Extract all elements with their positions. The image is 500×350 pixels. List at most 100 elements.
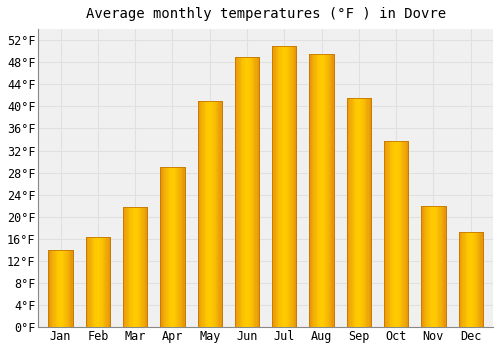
Bar [102, 237, 104, 327]
Bar [328, 54, 329, 327]
Bar [294, 46, 295, 327]
Bar [290, 46, 292, 327]
Bar [358, 98, 359, 327]
Bar [92, 237, 93, 327]
Bar [422, 206, 446, 327]
Bar [350, 98, 352, 327]
Bar [278, 46, 280, 327]
Bar [431, 206, 432, 327]
Bar [86, 237, 110, 327]
Bar [324, 54, 325, 327]
Bar [280, 46, 282, 327]
Bar [282, 46, 283, 327]
Bar [54, 250, 56, 327]
Bar [170, 167, 171, 327]
Bar [146, 207, 148, 327]
Bar [205, 101, 206, 327]
Bar [123, 207, 148, 327]
Bar [169, 167, 170, 327]
Bar [238, 57, 240, 327]
Bar [66, 250, 68, 327]
Bar [292, 46, 293, 327]
Bar [138, 207, 139, 327]
Bar [175, 167, 176, 327]
Bar [62, 250, 63, 327]
Bar [293, 46, 294, 327]
Bar [346, 98, 371, 327]
Bar [384, 141, 408, 327]
Bar [216, 101, 217, 327]
Bar [458, 232, 483, 327]
Bar [134, 207, 135, 327]
Bar [199, 101, 200, 327]
Bar [384, 141, 408, 327]
Bar [398, 141, 400, 327]
Bar [48, 250, 50, 327]
Bar [180, 167, 181, 327]
Bar [390, 141, 392, 327]
Bar [141, 207, 142, 327]
Bar [388, 141, 389, 327]
Bar [283, 46, 284, 327]
Bar [51, 250, 52, 327]
Bar [400, 141, 401, 327]
Bar [353, 98, 354, 327]
Bar [314, 54, 316, 327]
Bar [139, 207, 140, 327]
Bar [425, 206, 426, 327]
Bar [252, 57, 253, 327]
Bar [220, 101, 222, 327]
Bar [254, 57, 256, 327]
Bar [289, 46, 290, 327]
Bar [310, 54, 334, 327]
Bar [164, 167, 165, 327]
Bar [235, 57, 236, 327]
Bar [295, 46, 296, 327]
Bar [171, 167, 172, 327]
Bar [136, 207, 138, 327]
Bar [235, 57, 259, 327]
Bar [482, 232, 483, 327]
Bar [94, 237, 96, 327]
Bar [312, 54, 313, 327]
Bar [356, 98, 358, 327]
Bar [68, 250, 69, 327]
Bar [98, 237, 99, 327]
Bar [272, 46, 296, 327]
Bar [208, 101, 210, 327]
Bar [349, 98, 350, 327]
Bar [64, 250, 66, 327]
Bar [346, 98, 348, 327]
Bar [438, 206, 440, 327]
Bar [144, 207, 145, 327]
Bar [104, 237, 105, 327]
Bar [236, 57, 238, 327]
Bar [444, 206, 446, 327]
Bar [218, 101, 220, 327]
Bar [244, 57, 246, 327]
Bar [458, 232, 460, 327]
Bar [401, 141, 402, 327]
Bar [442, 206, 443, 327]
Bar [214, 101, 216, 327]
Bar [468, 232, 469, 327]
Bar [359, 98, 360, 327]
Bar [132, 207, 134, 327]
Bar [212, 101, 214, 327]
Title: Average monthly temperatures (°F ) in Dovre: Average monthly temperatures (°F ) in Do… [86, 7, 446, 21]
Bar [109, 237, 110, 327]
Bar [430, 206, 431, 327]
Bar [246, 57, 247, 327]
Bar [217, 101, 218, 327]
Bar [160, 167, 184, 327]
Bar [250, 57, 252, 327]
Bar [313, 54, 314, 327]
Bar [50, 250, 51, 327]
Bar [165, 167, 166, 327]
Bar [277, 46, 278, 327]
Bar [242, 57, 244, 327]
Bar [124, 207, 126, 327]
Bar [176, 167, 178, 327]
Bar [198, 101, 222, 327]
Bar [135, 207, 136, 327]
